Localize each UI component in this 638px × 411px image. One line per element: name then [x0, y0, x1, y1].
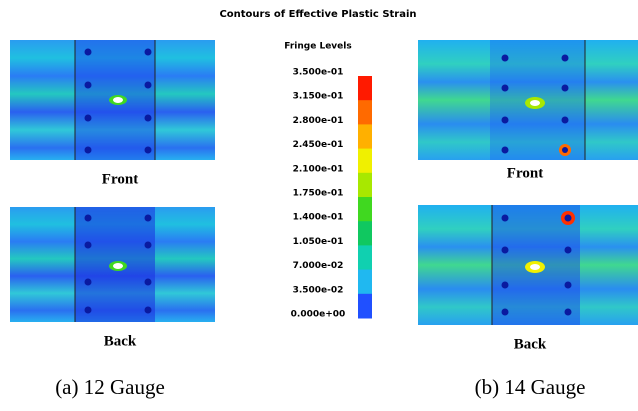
view-label: Back — [514, 336, 547, 352]
view-label: Front — [102, 171, 138, 187]
figure-title: Contours of Effective Plastic Strain — [219, 9, 416, 20]
fringe-band — [358, 172, 372, 198]
fringe-band — [358, 148, 372, 174]
contour-image — [10, 40, 215, 160]
caption: (a) 12 Gauge — [55, 375, 165, 399]
fringe-level: 1.050e-01 — [293, 237, 344, 247]
caption: (b) 14 Gauge — [475, 375, 586, 399]
fringe-title: Fringe Levels — [284, 42, 351, 52]
fringe-band — [358, 197, 372, 222]
fringe-band — [358, 124, 372, 150]
fringe-band — [358, 245, 372, 271]
view-label: Back — [104, 333, 137, 349]
fringe-legend: 3.500e-01 3.150e-01 2.800e-01 2.450e-01 2.10… — [291, 68, 372, 320]
contour-image — [418, 40, 638, 160]
fringe-level: 3.150e-01 — [293, 92, 344, 102]
fringe-band — [358, 269, 372, 295]
fringe-level: 2.100e-01 — [293, 164, 344, 174]
fringe-level: 3.500e-01 — [293, 68, 344, 78]
fringe-level: 3.500e-02 — [293, 285, 344, 295]
view-label: Front — [507, 165, 543, 181]
fringe-level: 1.750e-01 — [293, 189, 344, 199]
fringe-band — [358, 76, 372, 101]
contour-image — [418, 205, 638, 325]
fringe-level: 2.450e-01 — [293, 140, 344, 150]
fringe-level: 1.400e-01 — [293, 213, 344, 223]
fringe-band — [358, 293, 372, 319]
fringe-level: 2.800e-01 — [293, 116, 344, 126]
fringe-level: 0.000e+00 — [291, 310, 346, 320]
fringe-level: 7.000e-02 — [293, 261, 344, 271]
contour-image — [10, 207, 215, 322]
fringe-band — [358, 221, 372, 246]
fringe-band — [358, 100, 372, 125]
